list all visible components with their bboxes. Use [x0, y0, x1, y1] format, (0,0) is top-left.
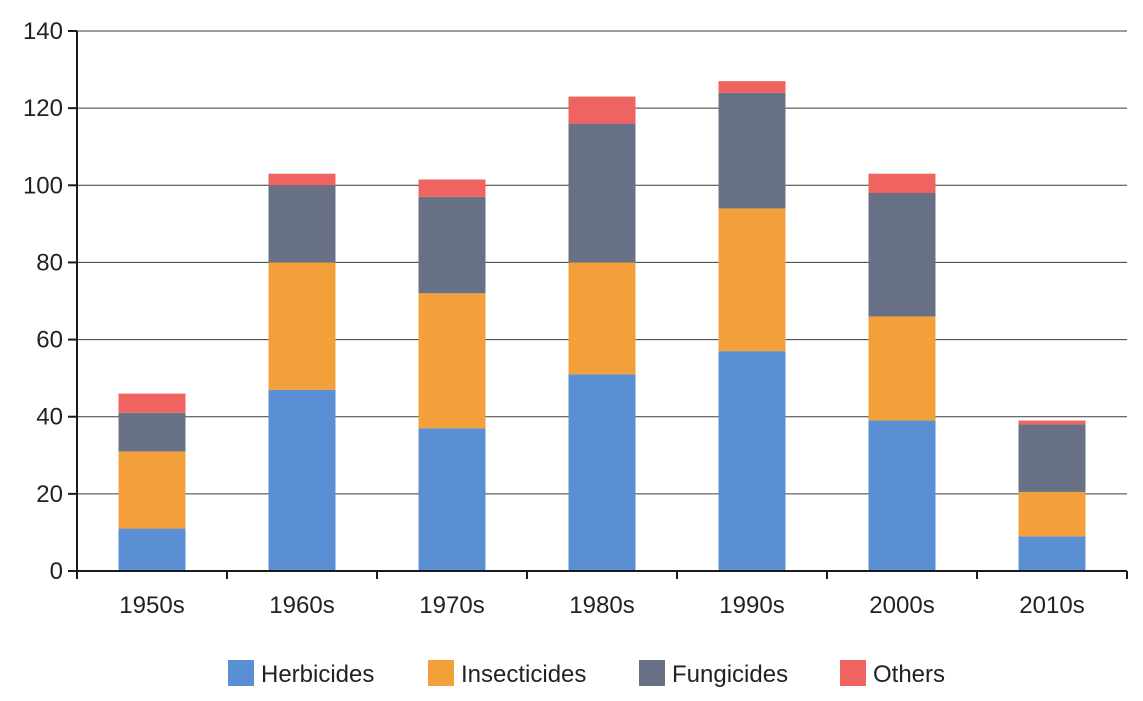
bar-fungicides-1970s	[418, 196, 486, 294]
bar-insecticides-1980s	[568, 262, 636, 375]
legend-swatch	[840, 660, 866, 686]
legend-label: Herbicides	[261, 661, 374, 688]
bar-fungicides-1990s	[718, 92, 786, 209]
legend-item-others: Others	[840, 660, 945, 688]
bar-herbicides-1960s	[268, 389, 336, 571]
bar-insecticides-2010s	[1018, 491, 1086, 537]
y-tick-label: 0	[50, 558, 63, 585]
x-tick-label: 1950s	[119, 592, 184, 619]
bars	[118, 81, 1086, 571]
y-tick-label: 40	[36, 404, 63, 431]
legend-label: Insecticides	[461, 661, 586, 688]
bar-others-2000s	[868, 173, 936, 193]
bar-others-1970s	[418, 179, 486, 197]
bar-fungicides-1950s	[118, 412, 186, 452]
bar-herbicides-1980s	[568, 374, 636, 571]
legend-item-fungicides: Fungicides	[639, 660, 788, 688]
legend-swatch	[428, 660, 454, 686]
legend-swatch	[639, 660, 665, 686]
legend-item-insecticides: Insecticides	[428, 660, 586, 688]
x-tick-label: 1960s	[269, 592, 334, 619]
y-tick-label: 120	[23, 95, 63, 122]
y-tick-label: 20	[36, 481, 63, 508]
bar-insecticides-1960s	[268, 262, 336, 390]
x-tick-label: 2010s	[1019, 592, 1084, 619]
legend-swatch	[228, 660, 254, 686]
bar-herbicides-2000s	[868, 420, 936, 571]
bar-fungicides-2010s	[1018, 424, 1086, 492]
y-tick-label: 140	[23, 18, 63, 45]
x-tick-label: 1970s	[419, 592, 484, 619]
bar-others-1990s	[718, 81, 786, 93]
y-tick-label: 100	[23, 172, 63, 199]
legend-item-herbicides: Herbicides	[228, 660, 374, 688]
bar-herbicides-1950s	[118, 528, 186, 571]
bar-others-1950s	[118, 393, 186, 413]
x-tick-label: 1990s	[719, 592, 784, 619]
bar-insecticides-1970s	[418, 293, 486, 429]
y-tick-label: 80	[36, 249, 63, 276]
bar-others-1960s	[268, 173, 336, 186]
bar-fungicides-1980s	[568, 123, 636, 263]
legend-label: Others	[873, 661, 945, 688]
bar-herbicides-2010s	[1018, 536, 1086, 571]
bar-fungicides-2000s	[868, 193, 936, 317]
bar-herbicides-1990s	[718, 351, 786, 571]
bar-insecticides-1950s	[118, 451, 186, 529]
bar-herbicides-1970s	[418, 428, 486, 571]
bar-insecticides-2000s	[868, 316, 936, 421]
bar-others-2010s	[1018, 420, 1086, 425]
legend-label: Fungicides	[672, 661, 788, 688]
x-axis-tick-labels: 1950s 1960s 1970s 1980s 1990s 2000s 2010s	[119, 592, 1084, 619]
bar-others-1980s	[568, 96, 636, 124]
y-axis-tick-labels: 0 20 40 60 80 100 120 140	[23, 18, 63, 585]
axes	[68, 30, 1128, 579]
x-tick-label: 2000s	[869, 592, 934, 619]
bar-fungicides-1960s	[268, 185, 336, 263]
bar-insecticides-1990s	[718, 208, 786, 352]
y-tick-label: 60	[36, 327, 63, 354]
x-tick-label: 1980s	[569, 592, 634, 619]
legend: Herbicides Insecticides Fungicides Others	[228, 660, 945, 688]
